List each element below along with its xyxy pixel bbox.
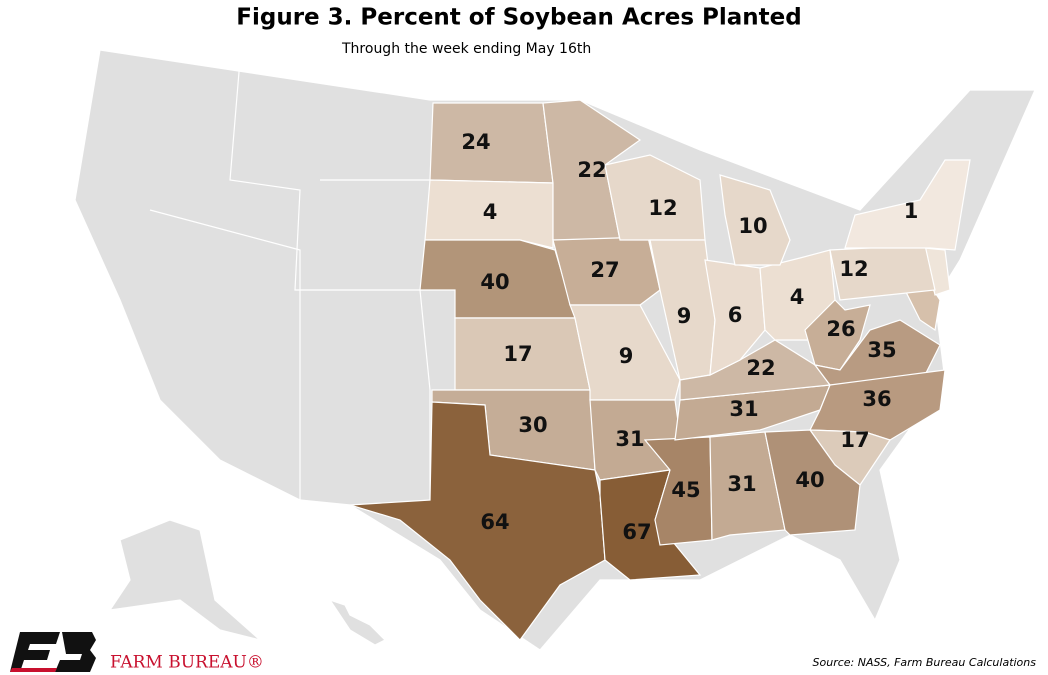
state-value-label: 40 xyxy=(480,270,509,294)
logo-text: FARM BUREAU® xyxy=(110,653,264,673)
logo-icon xyxy=(10,632,96,672)
state-value-label: 10 xyxy=(738,214,767,238)
chart-subtitle: Through the week ending May 16th xyxy=(341,41,591,57)
state-value-label: 9 xyxy=(677,304,692,328)
state-value-label: 31 xyxy=(729,397,758,421)
state-region xyxy=(424,179,554,249)
state-region xyxy=(719,174,791,266)
state-value-label: 67 xyxy=(622,520,651,544)
state-value-label: 24 xyxy=(461,130,490,154)
state-value-label: 17 xyxy=(840,428,869,452)
state-value-label: 31 xyxy=(727,472,756,496)
state-region xyxy=(764,429,861,536)
state-value-label: 36 xyxy=(862,387,891,411)
source-note: Source: NASS, Farm Bureau Calculations xyxy=(813,656,1037,669)
state-value-label: 35 xyxy=(867,338,896,362)
state-value-label: 40 xyxy=(795,468,824,492)
state-value-label: 45 xyxy=(671,478,700,502)
state-value-label: 31 xyxy=(615,427,644,451)
state-value-label: 26 xyxy=(826,317,855,341)
chart-title: Figure 3. Percent of Soybean Acres Plant… xyxy=(236,5,801,31)
state-value-label: 27 xyxy=(590,258,619,282)
state-value-label: 12 xyxy=(648,196,677,220)
state-value-label: 12 xyxy=(839,257,868,281)
state-value-label: 1 xyxy=(904,199,919,223)
state-value-label: 22 xyxy=(577,158,606,182)
state-value-label: 64 xyxy=(480,510,509,534)
state-region xyxy=(349,401,606,641)
state-value-label: 4 xyxy=(790,285,805,309)
state-value-label: 30 xyxy=(518,413,547,437)
state-region xyxy=(844,159,971,251)
state-region xyxy=(709,431,786,541)
state-value-label: 22 xyxy=(746,356,775,380)
state-value-label: 9 xyxy=(619,344,634,368)
state-value-label: 17 xyxy=(503,342,532,366)
state-value-label: 6 xyxy=(728,303,743,327)
state-region xyxy=(429,102,554,184)
state-value-label: 4 xyxy=(483,200,498,224)
